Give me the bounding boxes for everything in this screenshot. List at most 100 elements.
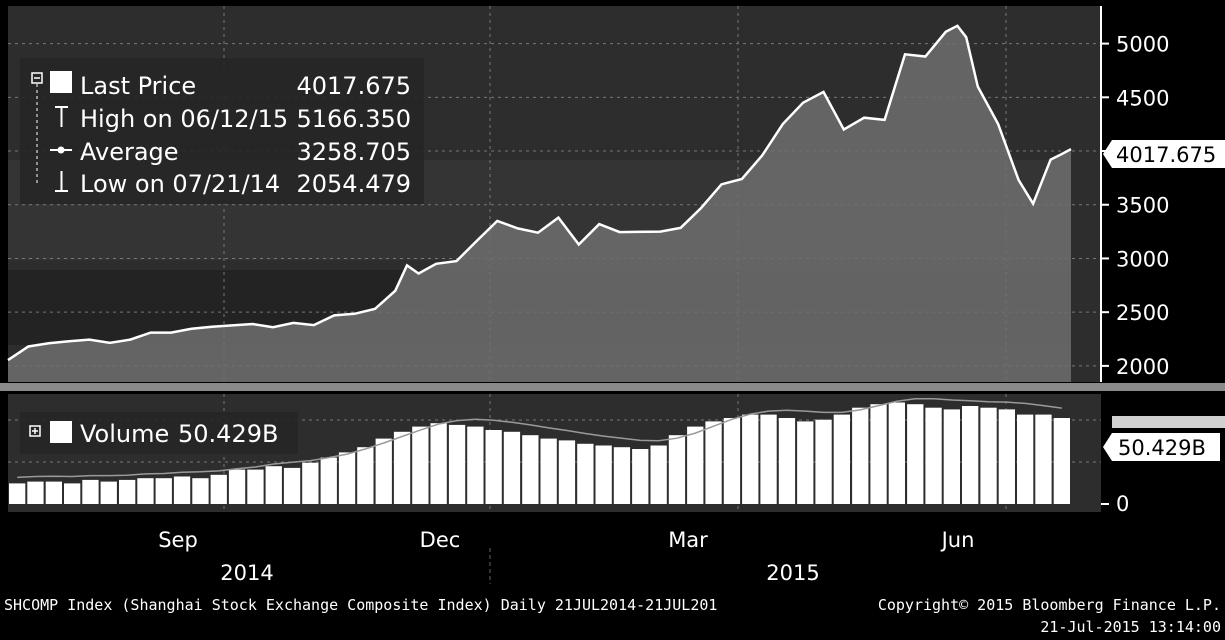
- volume-bar: [393, 431, 411, 504]
- volume-bar: [192, 478, 209, 504]
- volume-bar: [778, 418, 796, 504]
- low-marker-icon: [55, 171, 68, 192]
- volume-bar: [1035, 414, 1052, 504]
- volume-bar: [925, 407, 942, 504]
- volume-swatch-icon: [50, 421, 72, 443]
- volume-bar: [962, 406, 979, 504]
- volume-tag-bg: [1103, 433, 1220, 461]
- price-line: [7, 24, 1072, 362]
- price-y-tick-label: 5000: [1116, 33, 1169, 57]
- volume-bar: [852, 407, 869, 504]
- volume-bar: [613, 447, 631, 504]
- legend-last-label: Last Price: [80, 72, 196, 100]
- volume-bar: [210, 474, 227, 504]
- legend-high-label: High on 06/12/15: [80, 105, 288, 133]
- volume-bar: [45, 481, 62, 504]
- month-label-sep: Sep: [158, 528, 198, 552]
- volume-bar: [338, 452, 356, 504]
- month-label-dec: Dec: [420, 528, 461, 552]
- volume-bar: [815, 419, 832, 504]
- volume-bar: [155, 478, 172, 504]
- volume-bar: [100, 481, 117, 504]
- volume-bar: [27, 481, 44, 504]
- last-price-tag: 4017.675: [1103, 140, 1225, 168]
- price-y-axis: 2000 2500 3000 3500 4500 5000: [1100, 6, 1169, 382]
- price-y-tick-label: 4500: [1116, 86, 1169, 110]
- volume-bar: [522, 435, 539, 504]
- volume-bar: [943, 409, 960, 504]
- volume-bar: [375, 438, 392, 504]
- price-y-tick-label: 2500: [1116, 301, 1169, 325]
- volume-bar: [907, 404, 924, 504]
- volume-bar: [357, 447, 374, 504]
- volume-avg-tag: [1112, 416, 1225, 428]
- volume-bar: [173, 476, 191, 504]
- volume-average-line: [17, 397, 1062, 479]
- volume-bar: [595, 445, 612, 504]
- volume-bar: [833, 414, 850, 504]
- volume-bar: [980, 407, 997, 504]
- volume-bar: [503, 431, 521, 504]
- legend-average-value: 3258.705: [296, 138, 411, 166]
- price-area: [8, 25, 1071, 383]
- volume-y-tick-label: 0: [1116, 492, 1129, 516]
- volume-bar: [64, 483, 81, 504]
- month-label-mar: Mar: [668, 528, 708, 552]
- volume-legend: Volume 50.429B: [20, 412, 298, 454]
- volume-bar: [82, 479, 99, 504]
- volume-bar: [705, 421, 722, 504]
- volume-bar: [632, 449, 649, 504]
- legend-average-label: Average: [80, 138, 179, 166]
- volume-bar: [283, 467, 301, 504]
- volume-bar: [797, 421, 814, 504]
- year-label-2014: 2014: [220, 561, 273, 585]
- volume-bar: [320, 457, 337, 504]
- legend-high-value: 5166.350: [296, 105, 411, 133]
- volume-bar: [467, 426, 484, 504]
- volume-bar: [668, 435, 686, 504]
- volume-bar: [302, 462, 319, 504]
- volume-legend-value: 50.429B: [178, 420, 278, 448]
- price-y-tick-label: 2000: [1116, 355, 1169, 379]
- volume-bar: [448, 424, 466, 504]
- high-marker-icon: [55, 106, 68, 127]
- volume-legend-label: Volume: [80, 420, 169, 448]
- volume-bars: [9, 402, 1070, 504]
- expand-icon[interactable]: [29, 425, 41, 437]
- footer-copyright: Copyright© 2015 Bloomberg Finance L.P.: [878, 596, 1221, 614]
- last-price-tag-value: 4017.675: [1116, 143, 1216, 167]
- last-price-tag-bg: [1103, 140, 1225, 168]
- volume-bar: [119, 479, 136, 504]
- volume-bar: [1053, 418, 1070, 504]
- volume-tag: 50.429B: [1103, 416, 1225, 461]
- volume-bar: [540, 438, 557, 504]
- volume-bar: [870, 404, 887, 504]
- volume-bar: [412, 426, 429, 504]
- price-legend-bg: [20, 58, 424, 204]
- legend-last-value: 4017.675: [296, 72, 411, 100]
- volume-bar: [247, 469, 264, 504]
- legend-low-value: 2054.479: [296, 170, 411, 198]
- price-y-tick-label: 3500: [1116, 194, 1169, 218]
- footer-title: SHCOMP Index (Shanghai Stock Exchange Co…: [4, 596, 717, 614]
- volume-bar: [9, 483, 26, 504]
- legend-low-label: Low on 07/21/14: [80, 170, 280, 198]
- panel-divider[interactable]: [0, 383, 1225, 391]
- volume-bar: [485, 430, 502, 504]
- volume-bar: [742, 414, 759, 504]
- volume-bar: [687, 426, 704, 504]
- volume-bar: [265, 466, 282, 504]
- year-label-2015: 2015: [766, 561, 819, 585]
- last-price-swatch-icon: [50, 71, 72, 93]
- volume-bar: [430, 423, 447, 504]
- volume-bar: [760, 414, 777, 504]
- collapse-icon[interactable]: [31, 72, 43, 84]
- volume-tag-value: 50.429B: [1118, 436, 1206, 460]
- volume-bar: [137, 478, 154, 504]
- volume-bar: [888, 402, 905, 504]
- average-marker-icon: [50, 146, 72, 154]
- x-axis: Sep Dec Mar Jun 2014 2015: [158, 528, 974, 585]
- price-legend: Last Price 4017.675 High on 06/12/15 516…: [20, 58, 424, 204]
- volume-bar: [723, 418, 741, 504]
